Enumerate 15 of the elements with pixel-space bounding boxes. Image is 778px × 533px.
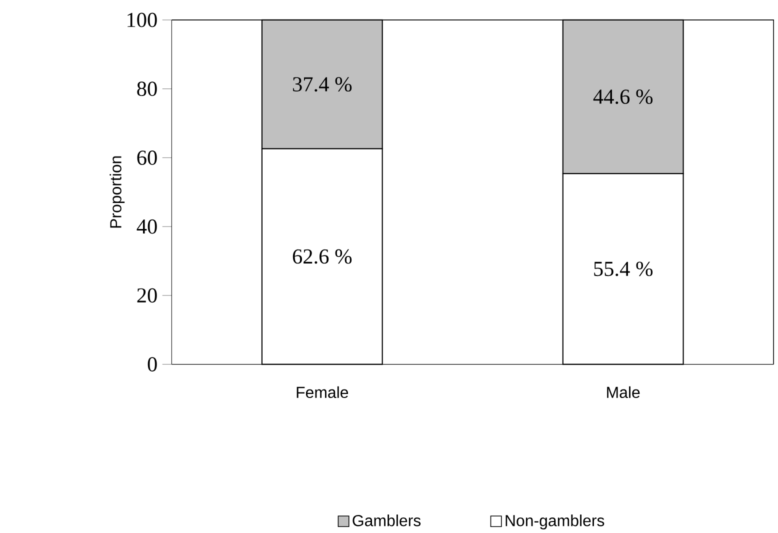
- data-label: 37.4 %: [293, 76, 352, 92]
- x-tick-label: Female: [296, 386, 348, 398]
- y-tick-label: 80: [137, 81, 157, 96]
- legend-label: Gamblers: [352, 514, 421, 526]
- data-label: 62.6 %: [292, 249, 352, 264]
- y-tick-label: 40: [136, 219, 157, 234]
- data-label: 55.4 %: [594, 262, 653, 276]
- y-axis-title: Proportion: [110, 156, 125, 228]
- legend-label: Non-gamblers: [506, 514, 604, 530]
- x-tick-label: Male: [607, 386, 640, 398]
- y-tick-label: 0: [148, 356, 157, 372]
- y-tick-label: 60: [137, 150, 157, 165]
- y-tick-label: 100: [128, 12, 157, 27]
- data-label: 44.6 %: [593, 89, 653, 104]
- y-tick-label: 20: [137, 288, 157, 302]
